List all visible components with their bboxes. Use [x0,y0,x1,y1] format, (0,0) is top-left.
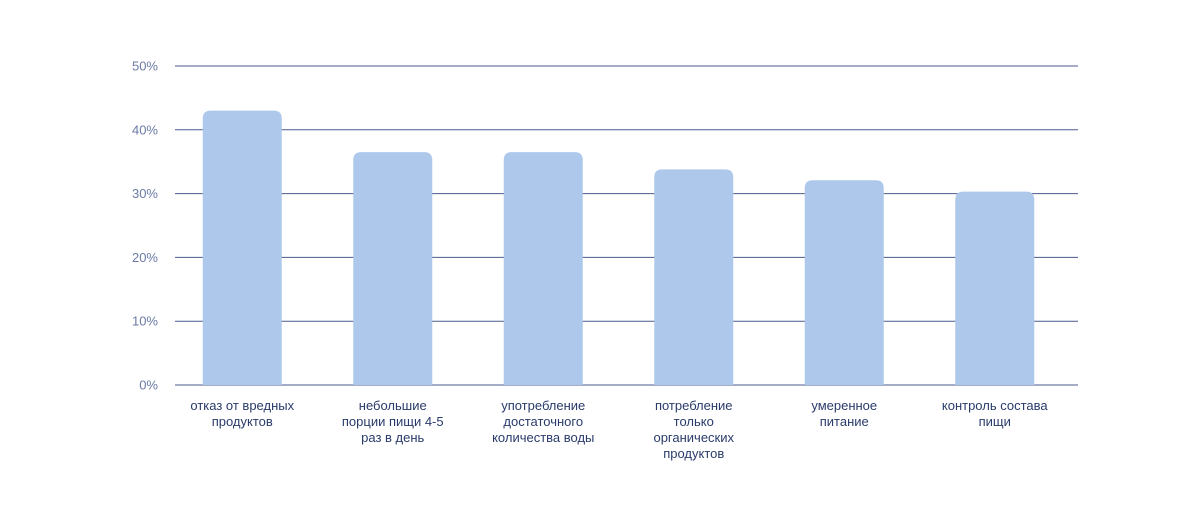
bar [654,169,734,385]
y-tick-label: 40% [132,122,158,137]
category-label: небольшие порции пищи 4-5 раз в день [342,398,444,445]
bar [955,191,1035,385]
bar [503,152,583,385]
y-tick-label: 0% [139,378,158,393]
gridlines [175,65,1078,386]
y-tick-label: 20% [132,250,158,265]
category-label: отказ от вредных продуктов [190,398,294,429]
x-axis-labels: отказ от вредных продуктов небольшие порции… [190,398,1048,461]
bars [202,110,1035,385]
bar [804,180,884,385]
y-tick-label: 30% [132,186,158,201]
category-label: потребление только органических продуктов [653,398,734,461]
bar [202,110,282,385]
category-label: употребление достаточного количества воды [492,398,594,445]
y-tick-label: 50% [132,59,158,74]
category-label: контроль состава пищи [942,398,1049,429]
y-axis-ticks: 0% 10% 20% 30% 40% 50% [132,59,158,393]
bar [353,152,433,385]
category-label: умеренное питание [811,398,877,429]
y-tick-label: 10% [132,314,158,329]
